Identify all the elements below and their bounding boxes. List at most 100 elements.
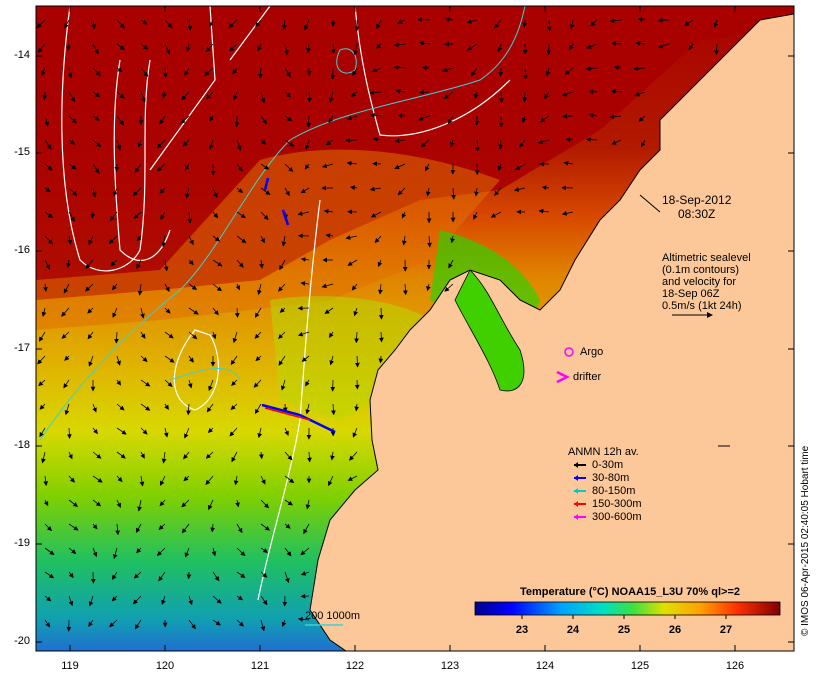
velocity-arrow — [164, 355, 175, 363]
altimetry-note-line: and velocity for — [662, 276, 736, 288]
velocity-arrows — [36, 17, 719, 632]
velocity-arrow — [425, 187, 431, 197]
depth-contour-200-1000m — [39, 5, 526, 441]
velocity-arrow — [328, 115, 334, 123]
velocity-arrow — [109, 619, 118, 628]
velocity-arrow — [182, 139, 190, 147]
velocity-arrow — [156, 163, 166, 172]
velocity-arrow — [88, 235, 94, 246]
velocity-arrow — [205, 91, 214, 100]
velocity-arrow — [63, 379, 70, 389]
velocity-arrow — [497, 163, 503, 171]
velocity-arrow — [257, 43, 262, 52]
velocity-arrow — [278, 331, 286, 339]
velocity-arrow — [186, 403, 191, 416]
depth-contour-label: 200 1000m — [305, 610, 361, 622]
velocity-arrow — [44, 523, 52, 532]
velocity-arrow — [523, 67, 528, 80]
velocity-arrow — [304, 19, 310, 31]
velocity-arrow — [325, 233, 334, 238]
velocity-arrow — [371, 67, 382, 73]
velocity-arrow — [396, 19, 406, 24]
velocity-arrow — [284, 427, 289, 436]
velocity-arrow — [255, 19, 262, 28]
velocity-arrow — [114, 331, 119, 344]
velocity-arrow — [565, 137, 574, 143]
velocity-arrow — [303, 523, 310, 535]
velocity-arrow — [474, 91, 479, 99]
velocity-arrow — [140, 451, 145, 459]
velocity-arrow — [44, 235, 54, 245]
velocity-arrow — [354, 355, 360, 368]
velocity-arrow — [92, 91, 101, 98]
velocity-arrow — [88, 355, 94, 367]
velocity-arrow — [349, 451, 358, 461]
velocity-arrow — [331, 403, 336, 416]
altimetry-note-line: 0.5m/s (1kt 24h) — [662, 300, 742, 312]
velocity-arrow — [61, 307, 70, 317]
velocity-arrow — [212, 283, 222, 292]
velocity-arrow — [467, 43, 478, 51]
velocity-arrow — [140, 19, 148, 25]
velocity-arrow — [164, 331, 174, 339]
velocity-arrow — [188, 331, 198, 340]
velocity-arrow — [183, 451, 190, 460]
velocity-arrow — [204, 67, 214, 76]
velocity-arrow — [519, 139, 526, 148]
colorbar-tick-label: 24 — [566, 624, 580, 636]
velocity-arrow — [260, 499, 270, 509]
velocity-arrow — [68, 475, 75, 483]
velocity-arrow — [425, 163, 430, 172]
anmn-legend-arrows — [574, 462, 586, 520]
velocity-arrow — [109, 211, 118, 222]
lon-tick-label: 120 — [155, 660, 175, 672]
velocity-arrow — [181, 91, 190, 101]
velocity-arrow — [161, 451, 167, 464]
velocity-arrow — [260, 187, 271, 195]
velocity-arrow — [421, 65, 430, 71]
velocity-arrow — [140, 403, 151, 411]
velocity-arrow — [188, 235, 194, 246]
velocity-arrow — [187, 19, 193, 31]
map-frame — [35, 5, 795, 652]
velocity-arrow — [374, 235, 382, 244]
velocity-arrow — [43, 283, 48, 292]
colorbar-tick-label: 27 — [719, 624, 733, 636]
velocity-arrow — [378, 283, 383, 295]
velocity-arrow — [281, 619, 287, 627]
velocity-arrow — [188, 307, 199, 315]
velocity-arrow — [211, 547, 217, 557]
lat-tick-label: -17 — [14, 342, 30, 354]
velocity-arrow — [66, 43, 72, 51]
velocity-arrow — [280, 379, 286, 391]
velocity-arrow — [564, 67, 574, 75]
velocity-arrow — [134, 163, 142, 173]
velocity-arrow — [633, 66, 646, 71]
velocity-arrow — [522, 19, 528, 28]
velocity-arrow — [111, 283, 118, 291]
velocity-arrow — [401, 211, 407, 219]
velocity-arrow — [305, 499, 311, 510]
velocity-arrow — [305, 379, 310, 387]
velocity-arrow — [498, 91, 504, 104]
velocity-arrow — [44, 595, 52, 602]
velocity-arrow — [44, 571, 55, 579]
velocity-arrow — [323, 208, 334, 214]
velocity-arrow — [538, 208, 550, 214]
velocity-arrow — [260, 115, 267, 125]
velocity-arrow — [305, 139, 310, 150]
velocity-arrow — [253, 379, 262, 388]
velocity-arrow — [684, 19, 694, 26]
velocity-arrow — [88, 595, 94, 607]
velocity-arrow — [68, 211, 75, 222]
velocity-arrow — [116, 115, 125, 126]
velocity-arrow — [714, 43, 719, 56]
velocity-arrow — [306, 91, 312, 103]
velocity-arrow — [300, 593, 310, 599]
velocity-arrow — [231, 451, 238, 463]
velocity-arrow — [184, 547, 190, 558]
velocity-arrow — [589, 19, 598, 27]
velocity-arrow — [257, 427, 263, 439]
velocity-arrow — [92, 547, 98, 558]
